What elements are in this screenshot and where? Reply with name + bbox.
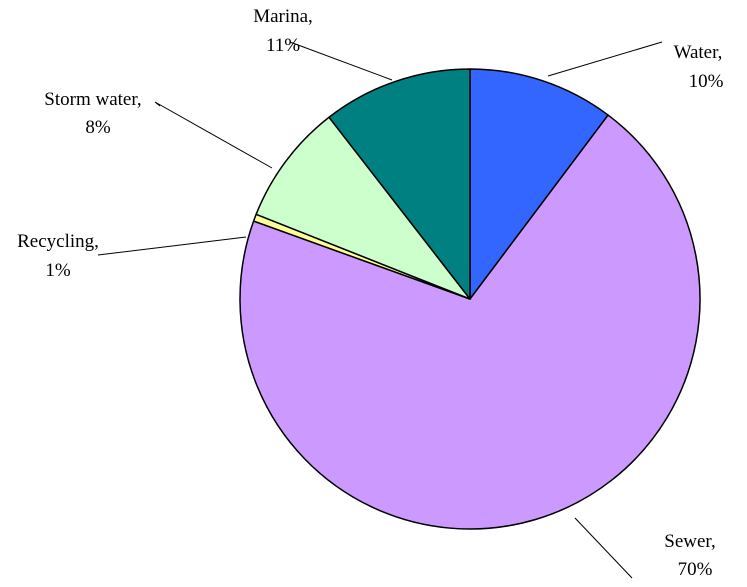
slice-percent-sewer: 70% — [678, 559, 713, 580]
slice-sewer — [239, 114, 701, 530]
leader-line-marina — [289, 41, 393, 81]
slice-label-sewer: Sewer, — [664, 531, 715, 552]
slice-label-marina: Marina, — [253, 6, 313, 27]
slice-marina — [328, 68, 471, 300]
slice-percent-marina: 11% — [266, 35, 300, 56]
slice-percent-storm-water: 8% — [85, 117, 111, 138]
slice-percent-water: 10% — [689, 71, 724, 92]
slice-label-storm-water: Storm water, — [44, 89, 141, 110]
slices-group — [239, 68, 701, 530]
leader-line-water — [547, 41, 663, 77]
slice-percent-recycling: 1% — [45, 260, 71, 281]
slice-label-water: Water, — [674, 42, 723, 63]
leader-lines-group — [97, 41, 663, 579]
leader-line-recycling — [97, 236, 247, 256]
slice-label-recycling: Recycling, — [17, 231, 99, 252]
labels-group: Water, 10% Sewer, 70% Recycling, 1% Storm wate… — [17, 6, 723, 580]
leader-line-sewer — [574, 517, 633, 579]
leader-line-storm-water — [154, 101, 273, 169]
slice-water — [469, 68, 609, 300]
slice-storm-water — [255, 116, 471, 300]
